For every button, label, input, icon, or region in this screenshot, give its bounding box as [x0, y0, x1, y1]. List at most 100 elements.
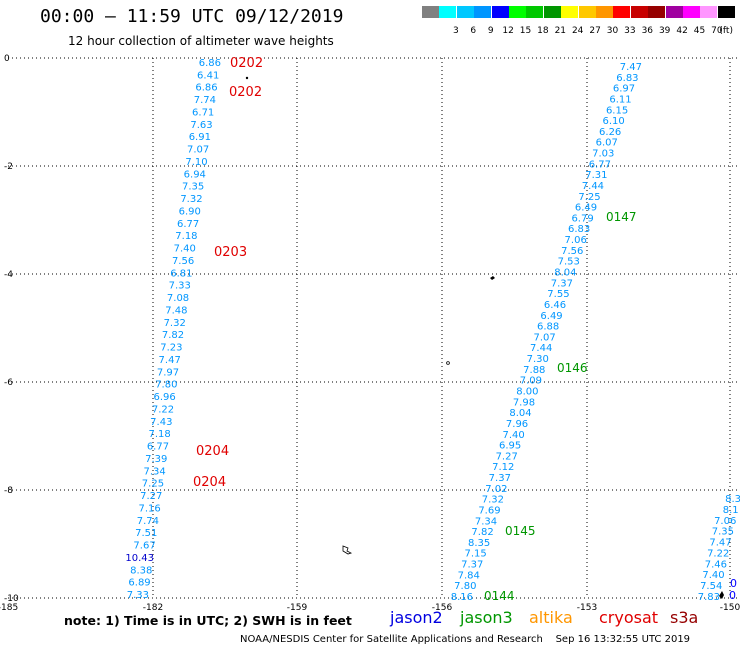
satellite-name: jason2	[390, 608, 443, 627]
wave-height-label: 7.47	[709, 538, 731, 549]
wave-height-label: 7.35	[712, 527, 734, 538]
wave-height-label: 8.04	[554, 268, 576, 279]
wave-height-label: 8.38	[130, 565, 152, 576]
wave-height-label: 6.89	[128, 578, 150, 589]
wave-height-label: 7.44	[530, 343, 552, 354]
wave-height-label: 8.00	[516, 386, 538, 397]
wave-height-label: 6.10	[602, 116, 624, 127]
lon-tick-label: -182	[143, 603, 163, 613]
satellite-name: s3a	[670, 608, 699, 627]
wave-height-label: 6.77	[177, 219, 199, 230]
legend-swatch	[665, 6, 683, 18]
wave-height-label: 7.32	[482, 495, 504, 506]
legend-label: 27	[589, 26, 601, 36]
wave-height-label: 7.03	[592, 149, 614, 160]
satellite-name: cryosat	[599, 608, 659, 627]
lat-tick-label: -6	[4, 378, 13, 388]
altimeter-tracks: 6.866.416.867.746.717.636.917.077.106.94…	[125, 58, 740, 603]
wave-height-label: 7.46	[705, 559, 727, 570]
legend-swatch	[700, 6, 718, 18]
pass-number-label: 0145	[505, 524, 536, 538]
wave-height-label: 7.34	[475, 516, 497, 527]
legend-label: 12	[502, 26, 514, 36]
wave-height-label: 6.83	[616, 73, 638, 84]
legend-label: 18	[537, 26, 549, 36]
wave-height-label: 6.83	[568, 224, 590, 235]
wave-height-label: 7.48	[165, 305, 187, 316]
wave-height-label: 6.46	[544, 300, 566, 311]
wave-height-label: 7.07	[534, 332, 556, 343]
wave-height-label: 6.86	[195, 83, 217, 94]
wave-height-label: 7.33	[169, 281, 191, 292]
wave-height-label: 7.98	[513, 397, 535, 408]
wave-height-label: 7.69	[478, 505, 500, 516]
legend-swatch	[683, 6, 700, 18]
wave-height-label: 6.86	[199, 58, 221, 69]
wave-height-label: 7.63	[190, 120, 212, 131]
wave-height-label: 7.25	[578, 192, 600, 203]
wave-height-label: 6.71	[192, 107, 214, 118]
legend-label: 36	[641, 26, 654, 36]
wave-height-label: 7.06	[714, 516, 736, 527]
wave-height-label: 7.47	[159, 355, 181, 366]
legend-label: 30	[606, 26, 619, 36]
wave-height-label: 6.81	[170, 268, 192, 279]
pass-number-label: 0	[730, 577, 737, 590]
wave-height-label: 7.37	[461, 560, 483, 571]
wave-height-label: 8.1	[723, 505, 739, 516]
pass-number-label: 0146	[557, 361, 588, 375]
wave-height-label: 7.83	[698, 592, 720, 603]
wave-height-label: 7.67	[133, 541, 155, 552]
wave-height-label: 7.40	[702, 570, 724, 581]
wave-height-label: 7.80	[454, 581, 476, 592]
wave-height-label: 6.95	[499, 441, 521, 452]
wave-height-label: 7.37	[551, 278, 573, 289]
wave-height-label: 7.18	[175, 231, 197, 242]
lon-tick-label: -185	[0, 603, 18, 613]
wave-height-label: 6.07	[596, 138, 618, 149]
wave-height-label: 7.23	[160, 343, 182, 354]
wave-height-label: 7.56	[172, 256, 194, 267]
satellite-name: altika	[529, 608, 573, 627]
legend-swatch	[578, 6, 596, 18]
legend-label: 24	[571, 26, 584, 36]
legend-swatch	[422, 6, 439, 18]
map-subtitle: 12 hour collection of altimeter wave hei…	[68, 34, 334, 48]
wave-height-label: 7.12	[492, 462, 514, 473]
legend-swatch	[509, 6, 526, 18]
wave-height-label: 6.94	[184, 169, 206, 180]
wave-height-label: 6.90	[179, 206, 201, 217]
wave-height-label: 7.34	[143, 466, 165, 477]
wave-height-label: 10.43	[125, 553, 154, 564]
legend-label: 3	[453, 26, 459, 36]
wave-height-label: 6.49	[575, 203, 597, 214]
wave-height-label: 7.16	[138, 503, 160, 514]
wave-height-label: 6.88	[537, 322, 559, 333]
wave-height-label: 8.04	[509, 408, 531, 419]
wave-height-label: 7.30	[527, 354, 549, 365]
pass-number-label: 0204	[196, 444, 229, 459]
island-outlines	[245, 76, 724, 599]
legend-swatch	[474, 6, 492, 18]
wave-height-label: 7.56	[561, 246, 583, 257]
wave-height-label: 7.40	[502, 430, 524, 441]
pass-number-label: 0202	[230, 56, 263, 71]
legend-label: 33	[624, 26, 636, 36]
island-outline	[490, 276, 495, 280]
lat-tick-label: -4	[4, 270, 13, 280]
wave-height-label: 7.07	[187, 145, 209, 156]
wave-height-label: 6.77	[147, 442, 169, 453]
legend-swatch	[561, 6, 579, 18]
wave-height-label: 7.39	[145, 454, 167, 465]
legend-swatch	[491, 6, 509, 18]
legend-swatch	[717, 6, 735, 18]
wave-height-label: 7.15	[465, 549, 487, 560]
wave-height-label: 7.31	[585, 170, 607, 181]
wave-height-label: 8.3	[725, 494, 740, 505]
lat-tick-label: -10	[4, 594, 19, 604]
wave-height-label: 7.08	[167, 293, 189, 304]
satellite-name: jason3	[460, 608, 513, 627]
wave-height-label: 7.82	[471, 527, 493, 538]
wave-height-label: 7.47	[620, 62, 642, 73]
wave-height-label: 7.40	[174, 244, 196, 255]
